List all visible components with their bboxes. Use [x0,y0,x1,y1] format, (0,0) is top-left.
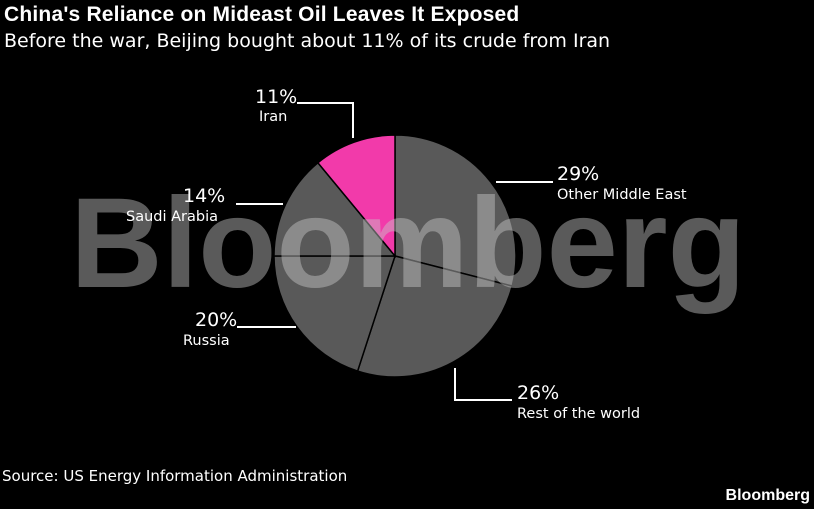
chart-subtitle: Before the war, Beijing bought about 11%… [4,30,611,52]
pie-slice-other-middle-east [394,134,517,288]
pie-slice-russia [273,255,397,373]
label-other-middle-east-value: 29% [557,163,600,185]
pie-slice-saudi-arabia [273,161,397,257]
pie-slice-rest-of-the-world [356,255,514,378]
label-saudi-arabia-value: 14% [183,185,226,207]
label-rest-of-world-value: 26% [517,382,560,404]
label-iran-value: 11% [255,86,298,108]
label-rest-of-world-name: Rest of the world [517,406,641,422]
label-other-middle-east-name: Other Middle East [557,187,687,203]
label-iran-name: Iran [259,109,288,125]
bloomberg-watermark: Bloomberg [70,172,746,315]
chart-title: China's Reliance on Mideast Oil Leaves I… [4,3,520,26]
pie-slice-iran [316,134,396,259]
leader-line-iran [297,102,354,138]
bloomberg-logo: Bloomberg [725,487,810,504]
source-note: Source: US Energy Information Administra… [2,467,348,485]
label-saudi-arabia-name: Saudi Arabia [126,209,219,225]
label-russia-value: 20% [195,309,238,331]
leader-lines [236,102,553,401]
leader-line-rest-of-world [454,368,512,401]
label-russia-name: Russia [183,333,230,349]
